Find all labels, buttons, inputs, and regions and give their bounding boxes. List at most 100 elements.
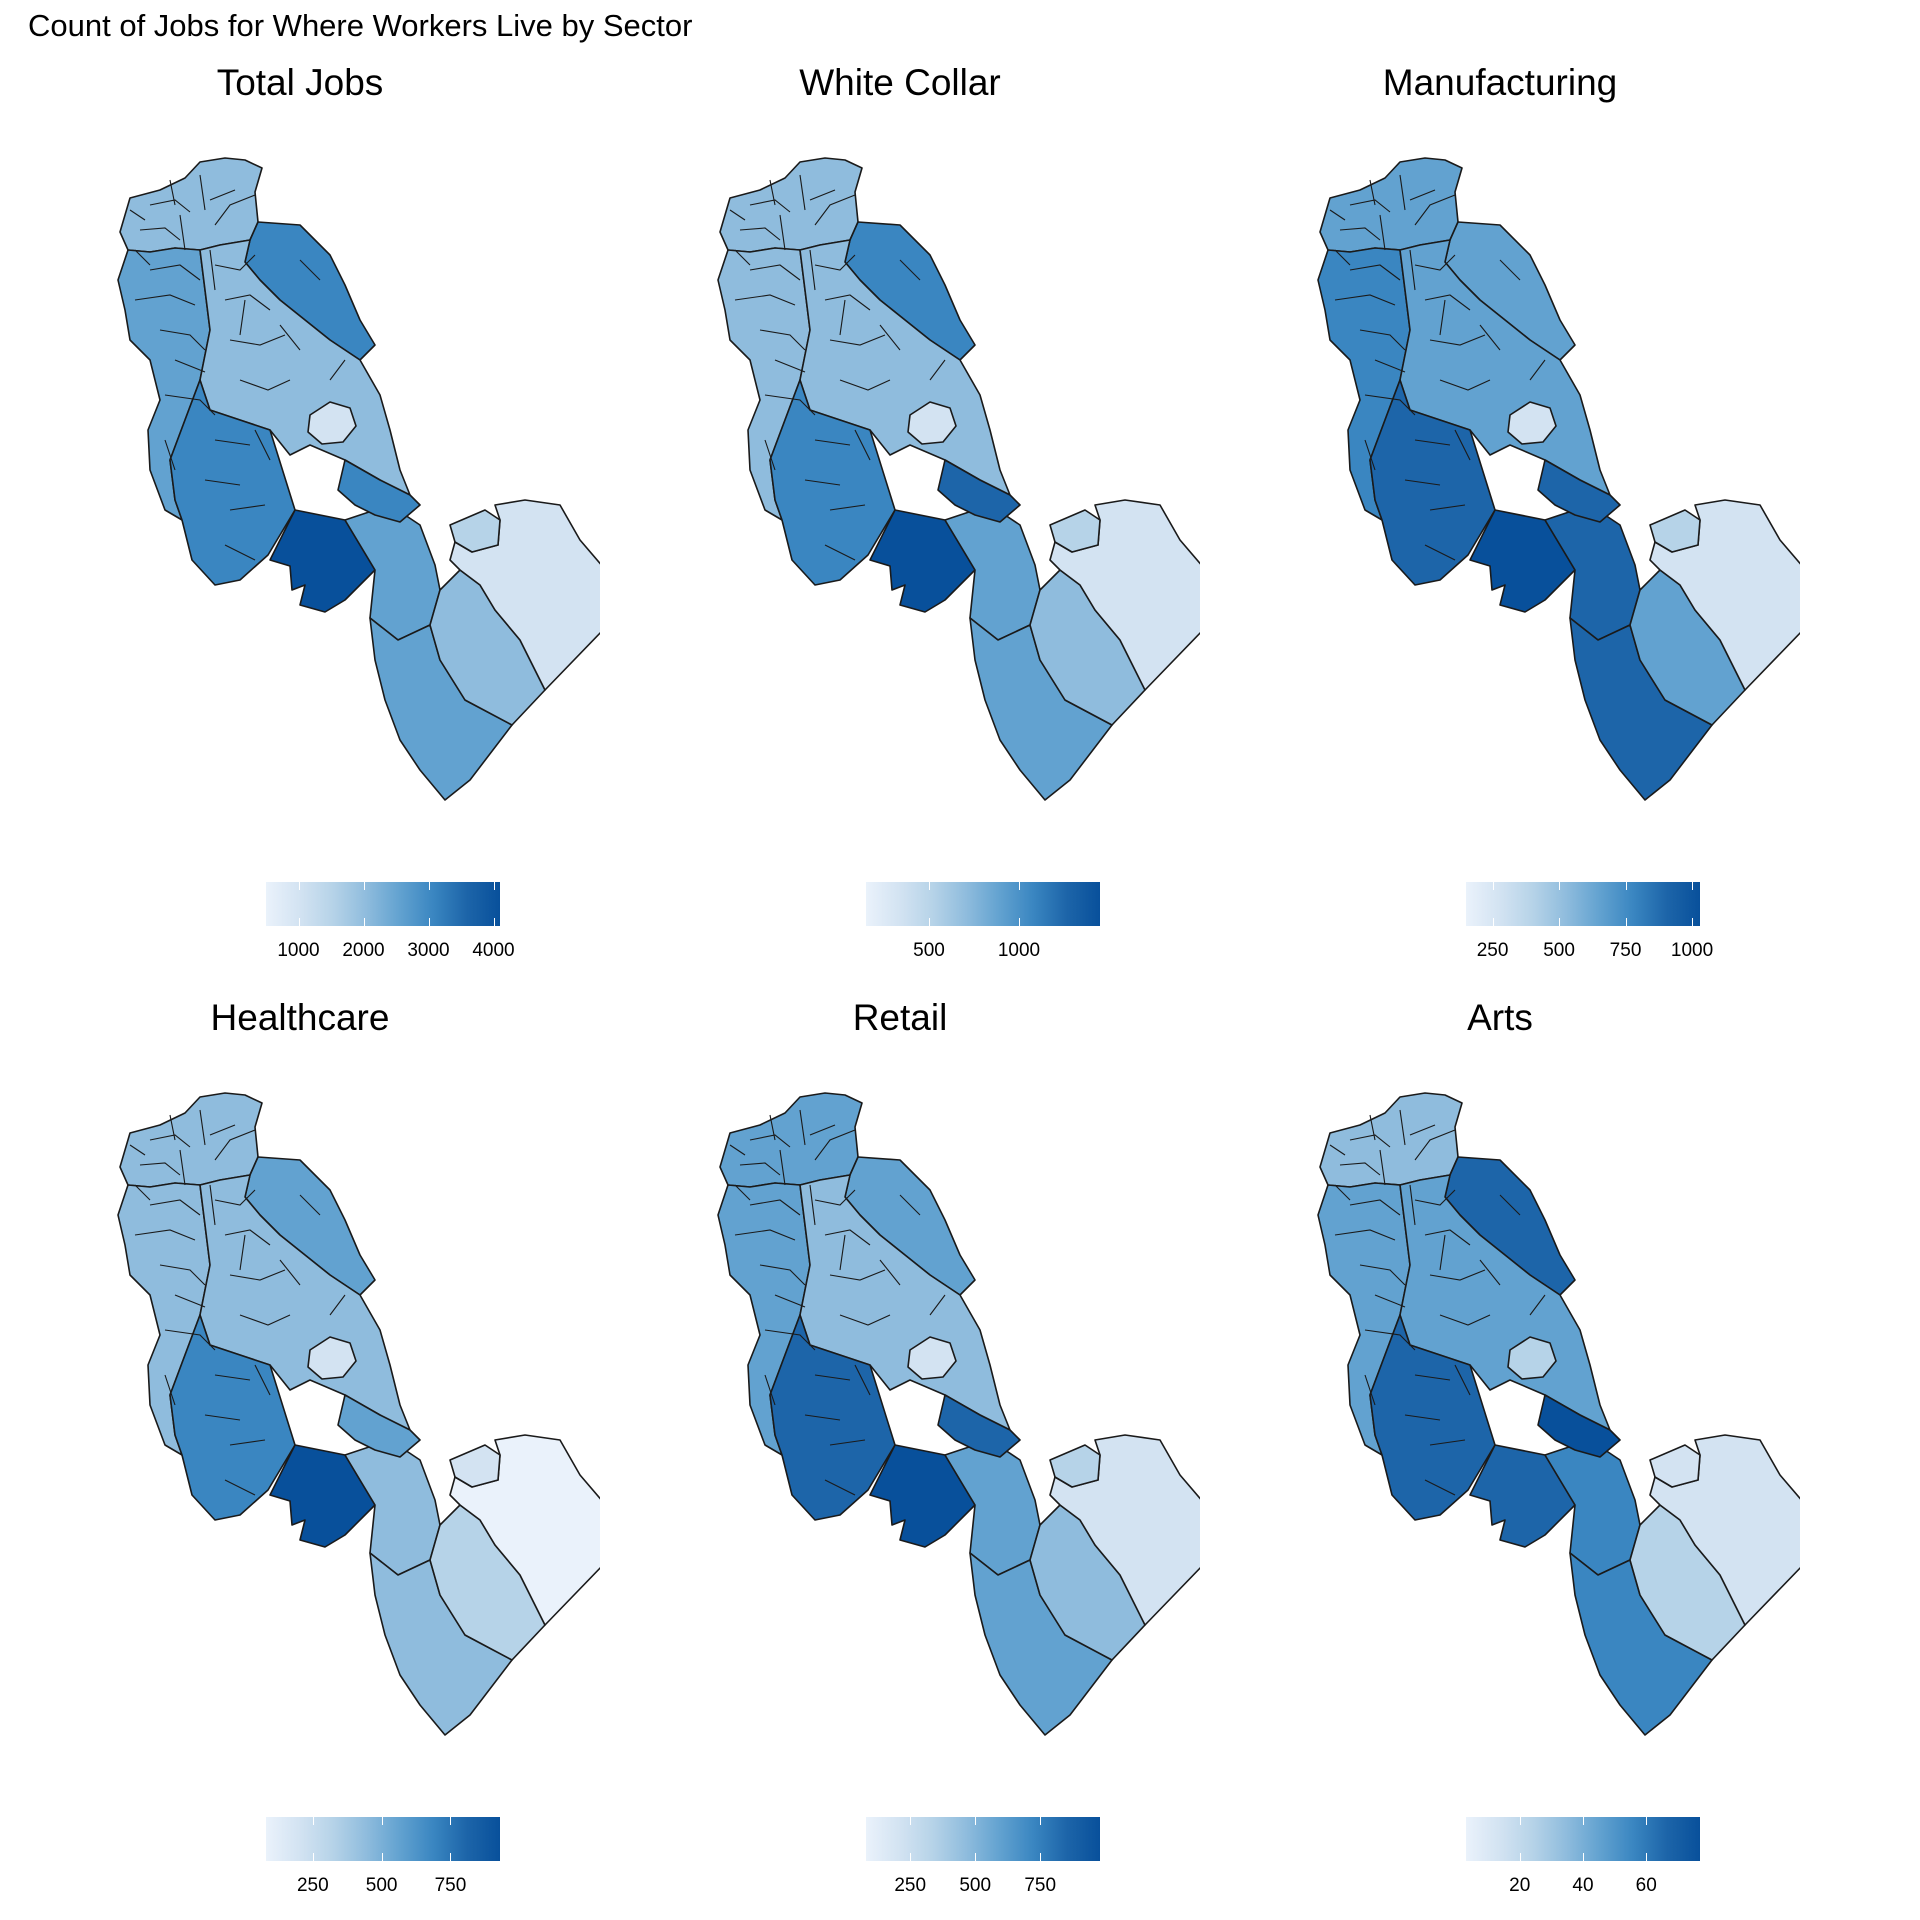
tract-boundary bbox=[829, 504, 866, 511]
tract-boundary bbox=[1329, 1144, 1346, 1156]
tract-boundary bbox=[764, 439, 776, 471]
tract-boundary bbox=[159, 1264, 206, 1286]
legend-tick-mark bbox=[1646, 1817, 1648, 1825]
legend-tick-mark bbox=[428, 882, 430, 890]
map-region-southwest bbox=[1369, 1314, 1496, 1521]
tract-boundary bbox=[1334, 294, 1396, 306]
tract-boundary bbox=[1404, 1414, 1441, 1421]
legend-tick-mark bbox=[381, 1853, 383, 1861]
tract-boundary bbox=[839, 379, 891, 391]
tract-boundary bbox=[329, 1294, 346, 1316]
tract-boundary bbox=[299, 259, 321, 281]
tract-boundary bbox=[769, 1114, 776, 1141]
tract-boundary bbox=[829, 334, 886, 346]
map-panel: Retail 250 500 750 bbox=[600, 935, 1200, 1896]
legend-tick-label: 1000 bbox=[997, 940, 1041, 961]
legend-tick-label: 4000 bbox=[472, 940, 515, 961]
tract-boundary bbox=[254, 1364, 271, 1396]
tract-boundary bbox=[734, 1229, 796, 1241]
tract-boundary bbox=[1369, 1114, 1376, 1141]
tract-boundary bbox=[1334, 1229, 1396, 1241]
tract-boundary bbox=[1429, 504, 1466, 511]
map-region-lake bbox=[907, 1336, 957, 1380]
map-region-north bbox=[719, 157, 863, 253]
tract-boundary bbox=[214, 439, 251, 446]
tract-boundary bbox=[1414, 439, 1451, 446]
tract-boundary bbox=[824, 1479, 856, 1496]
tract-boundary bbox=[804, 479, 841, 486]
tract-boundary bbox=[224, 544, 256, 561]
tract-boundary bbox=[764, 1374, 776, 1406]
panel-title: Healthcare bbox=[210, 997, 390, 1038]
legend-tick-mark bbox=[1625, 918, 1627, 926]
tract-boundary bbox=[164, 394, 216, 416]
tract-boundary bbox=[214, 1129, 256, 1161]
tract-boundary bbox=[1339, 227, 1381, 241]
panel-title: White Collar bbox=[799, 62, 1001, 103]
legend-tick-label: 2000 bbox=[342, 940, 385, 961]
map-region-east-mid bbox=[937, 1394, 1021, 1458]
legend-tick-mark bbox=[1559, 918, 1561, 926]
tract-boundary bbox=[734, 249, 751, 266]
tract-boundary bbox=[764, 394, 816, 416]
map-region-east-mid bbox=[937, 459, 1021, 523]
legend-tick-label: 500 bbox=[959, 1875, 992, 1896]
tract-boundary bbox=[1409, 249, 1416, 291]
tract-boundary bbox=[1334, 1184, 1351, 1201]
choropleth-map bbox=[717, 157, 1200, 801]
tract-boundary bbox=[134, 294, 196, 306]
tract-boundary bbox=[1399, 1109, 1406, 1146]
tract-boundary bbox=[229, 1439, 266, 1446]
tract-boundary bbox=[149, 1199, 201, 1216]
map-panel: Total Jobs 1000 2000 3000 4000 bbox=[0, 0, 600, 961]
legend-tick-label: 250 bbox=[1476, 940, 1509, 961]
tract-boundary bbox=[1414, 194, 1456, 226]
tract-boundary bbox=[729, 1144, 746, 1156]
tract-boundary bbox=[824, 1229, 871, 1246]
tract-boundary bbox=[239, 1314, 291, 1326]
tract-boundary bbox=[809, 189, 836, 201]
tract-boundary bbox=[1424, 1479, 1456, 1496]
tract-boundary bbox=[1414, 254, 1456, 271]
legend-colorbar bbox=[866, 1817, 1100, 1861]
tract-boundary bbox=[879, 324, 901, 351]
tract-boundary bbox=[134, 1229, 196, 1241]
tract-boundary bbox=[239, 299, 246, 336]
tract-boundary bbox=[279, 324, 301, 351]
tract-boundary bbox=[814, 194, 856, 226]
legend-tick-mark bbox=[1492, 882, 1494, 890]
tract-boundary bbox=[1349, 264, 1401, 281]
figure-title: Count of Jobs for Where Workers Live by … bbox=[28, 8, 693, 43]
tract-boundary bbox=[809, 249, 816, 291]
tract-boundary bbox=[929, 359, 946, 381]
legend-tick-mark bbox=[929, 882, 930, 890]
legend-tick-label: 750 bbox=[1609, 940, 1642, 961]
tract-boundary bbox=[1409, 189, 1436, 201]
tract-boundary bbox=[759, 329, 806, 351]
tract-boundary bbox=[1359, 1264, 1406, 1286]
legend-tick-mark bbox=[450, 1853, 452, 1861]
tract-boundary bbox=[1529, 1294, 1546, 1316]
tract-boundary bbox=[854, 429, 871, 461]
legend-colorbar bbox=[266, 882, 500, 926]
legend-tick-mark bbox=[975, 1817, 977, 1825]
choropleth-map bbox=[117, 1092, 600, 1736]
tract-boundary bbox=[899, 259, 921, 281]
tract-boundary bbox=[739, 227, 781, 241]
map-region-north bbox=[1319, 1092, 1463, 1188]
tract-boundary bbox=[279, 1259, 301, 1286]
map-region-east-small bbox=[1049, 509, 1101, 553]
tract-boundary bbox=[1404, 479, 1441, 486]
map-region-east-small bbox=[449, 1444, 501, 1488]
map-region-east-mid bbox=[1537, 459, 1621, 523]
tract-boundary bbox=[749, 1199, 801, 1216]
tract-boundary bbox=[839, 1234, 846, 1271]
tract-boundary bbox=[1369, 179, 1376, 206]
tract-boundary bbox=[799, 1109, 806, 1146]
tract-boundary bbox=[1334, 249, 1351, 266]
tract-boundary bbox=[199, 174, 206, 211]
tract-boundary bbox=[749, 199, 791, 213]
legend-tick-label: 500 bbox=[365, 1875, 398, 1896]
legend-tick-mark bbox=[363, 882, 365, 890]
legend-tick-label: 60 bbox=[1635, 1875, 1657, 1896]
